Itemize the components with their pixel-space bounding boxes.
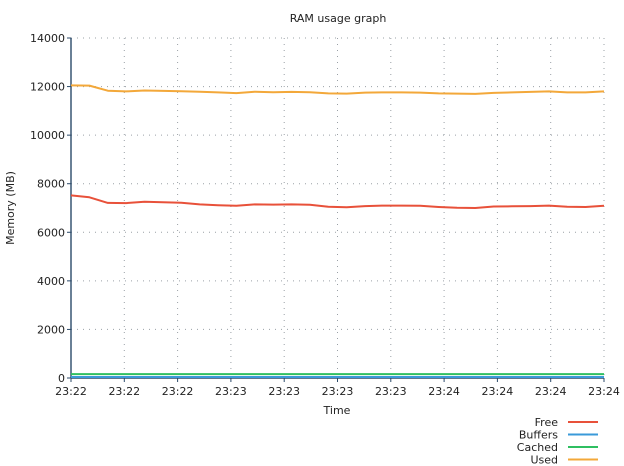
- x-tick-label: 23:24: [428, 385, 460, 398]
- y-tick-label: 4000: [37, 275, 65, 288]
- x-tick-label: 23:24: [482, 385, 514, 398]
- grid-lines: [71, 37, 605, 378]
- y-tick-label: 14000: [30, 32, 65, 45]
- x-tick-label: 23:23: [322, 385, 354, 398]
- legend-label-buffers: Buffers: [519, 429, 558, 442]
- x-tick-label: 23:23: [268, 385, 300, 398]
- x-tick-label: 23:23: [375, 385, 407, 398]
- x-tick-label: 23:22: [55, 385, 87, 398]
- legend-label-free: Free: [535, 416, 559, 429]
- x-tick-label: 23:22: [108, 385, 140, 398]
- y-tick-label: 2000: [37, 323, 65, 336]
- legend-label-cached: Cached: [517, 441, 558, 454]
- y-tick-label: 12000: [30, 81, 65, 94]
- y-axis-label: Memory (MB): [4, 171, 17, 245]
- y-tick-label: 10000: [30, 129, 65, 142]
- chart-title: RAM usage graph: [290, 12, 387, 25]
- series-line-used: [70, 84, 605, 95]
- y-tick-label: 6000: [37, 226, 65, 239]
- x-tick-label: 23:22: [162, 385, 194, 398]
- x-tick-label: 23:24: [588, 385, 620, 398]
- y-tick-label: 8000: [37, 178, 65, 191]
- x-tick-label: 23:23: [215, 385, 247, 398]
- series-lines: [70, 84, 605, 378]
- y-tick-label: 0: [58, 372, 65, 385]
- x-axis-label: Time: [323, 404, 351, 417]
- legend-label-used: Used: [530, 454, 558, 466]
- x-tick-label: 23:24: [535, 385, 567, 398]
- x-tick-labels: 23:22 23:22 23:22 23:23 23:23 23:23 23:23 23:24…: [55, 385, 620, 398]
- y-tick-labels: 0 2000 4000 6000 8000 10000 12000 14000: [30, 32, 65, 385]
- series-line-free: [70, 194, 605, 209]
